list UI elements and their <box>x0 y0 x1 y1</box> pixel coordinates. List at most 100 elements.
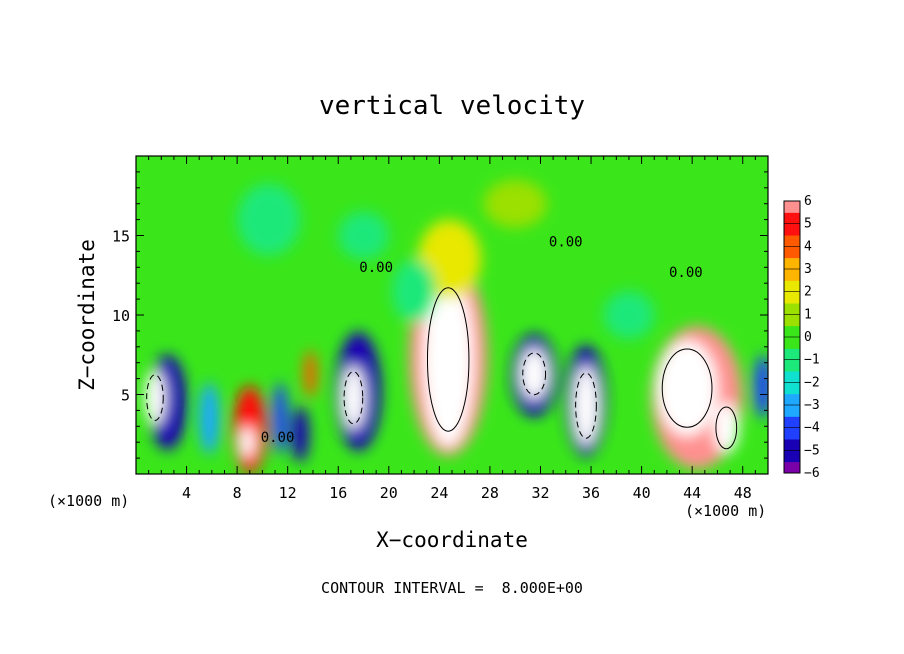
contour-line-19 <box>715 406 738 450</box>
contour-labels: 0.00 0.00 0.00 0.00 <box>261 235 703 447</box>
contour-line-16 <box>575 372 597 439</box>
colorbar-band-34 <box>784 274 800 281</box>
x-axis-label: X−coordinate <box>376 528 528 552</box>
contour-label-2: 0.00 <box>669 265 703 281</box>
y-tick-label-0: 5 <box>121 387 130 405</box>
field-cell-4 <box>239 426 255 459</box>
colorbar-tick-label-0: 6 <box>804 194 812 209</box>
x-tick-label-8: 36 <box>582 484 600 502</box>
chart-title: vertical velocity <box>319 91 585 121</box>
colorbar-band-47 <box>784 201 800 208</box>
contour-line-1 <box>146 374 164 421</box>
colorbar-tick-label-7: −1 <box>804 353 820 368</box>
x-tick-label-3: 16 <box>329 484 347 502</box>
contour-line-9 <box>343 371 364 425</box>
field-cell-11 <box>422 272 474 447</box>
colorbar-band-35 <box>784 269 800 276</box>
colorbar-band-18 <box>784 365 800 372</box>
x-tick-label-10: 44 <box>683 484 701 502</box>
contour-label-0: 0.00 <box>359 260 393 276</box>
colorbar-band-9 <box>784 416 800 423</box>
colorbar-band-37 <box>784 257 800 264</box>
colorbar-band-4 <box>784 444 800 451</box>
colorbar-tick-label-8: −2 <box>804 375 820 390</box>
field-blur-layer <box>144 179 768 474</box>
y-axis-label: Z−coordinate <box>75 239 99 391</box>
colorbar-band-0 <box>784 467 800 474</box>
colorbar-band-7 <box>784 427 800 434</box>
colorbar-band-8 <box>784 422 800 429</box>
x-axis-ticks: 4 8 12 16 20 24 28 32 36 40 44 48 <box>148 156 756 502</box>
plot-area: 0.000.000.000.00 4 8 12 16 20 24 28 32 36 40 44 48 … <box>112 155 769 502</box>
colorbar-band-43 <box>784 223 800 230</box>
x-tick-label-9: 40 <box>633 484 651 502</box>
colorbar-band-1 <box>784 461 800 468</box>
colorbar-tick-label-9: −3 <box>804 398 820 413</box>
colorbar-band-14 <box>784 388 800 395</box>
colorbar-tick-label-2: 4 <box>804 239 812 254</box>
field-cell-5 <box>272 382 288 455</box>
colorbar-band-28 <box>784 308 800 315</box>
field-cell-21 <box>391 259 437 323</box>
x-tick-label-2: 12 <box>279 484 297 502</box>
colorbar-band-3 <box>784 450 800 457</box>
contour-interval-footer: CONTOUR INTERVAL = 8.000E+00 <box>321 579 583 597</box>
colorbar-band-15 <box>784 382 800 389</box>
colorbar-band-45 <box>784 212 800 219</box>
colorbar-band-6 <box>784 433 800 440</box>
colorbar-tick-label-6: 0 <box>804 330 812 345</box>
colorbar-band-11 <box>784 405 800 412</box>
colorbar-band-19 <box>784 359 800 366</box>
colorbar-band-20 <box>784 354 800 361</box>
field-cell-25 <box>603 291 655 339</box>
colorbar-band-26 <box>784 320 800 327</box>
contour-label-1: 0.00 <box>549 235 583 251</box>
colorbar: 6 5 4 3 2 1 0 −1 −2 −3 −4 −5 −6 <box>783 194 820 481</box>
velocity-field <box>144 179 768 474</box>
colorbar-tick-label-3: 3 <box>804 262 812 277</box>
colorbar-band-10 <box>784 410 800 417</box>
colorbar-ticks: 6 5 4 3 2 1 0 −1 −2 −3 −4 −5 −6 <box>784 194 820 481</box>
field-cell-23 <box>338 211 389 260</box>
colorbar-band-24 <box>784 331 800 338</box>
x-tick-label-7: 32 <box>531 484 549 502</box>
x-tick-label-5: 24 <box>430 484 448 502</box>
y-axis-ticks: 5 10 15 <box>112 171 768 459</box>
colorbar-band-29 <box>784 303 800 310</box>
field-cell-7 <box>304 349 317 398</box>
colorbar-band-33 <box>784 280 800 287</box>
colorbar-band-22 <box>784 342 800 349</box>
colorbar-band-5 <box>784 439 800 446</box>
colorbar-tick-label-11: −5 <box>804 443 820 458</box>
colorbar-band-23 <box>784 337 800 344</box>
colorbar-band-16 <box>784 376 800 383</box>
colorbar-band-39 <box>784 246 800 253</box>
field-cell-1 <box>144 369 166 426</box>
field-cell-2 <box>199 382 220 455</box>
field-cell-24 <box>483 179 547 228</box>
field-cell-16 <box>573 365 599 446</box>
contour-line-11 <box>426 287 470 432</box>
colorbar-band-31 <box>784 291 800 298</box>
colorbar-band-12 <box>784 399 800 406</box>
colorbar-bands <box>784 201 800 474</box>
colorbar-band-41 <box>784 235 800 242</box>
field-cell-19 <box>713 402 739 454</box>
field-cell-6 <box>291 406 310 463</box>
x-tick-label-0: 4 <box>182 484 191 502</box>
colorbar-tick-label-12: −6 <box>804 466 820 481</box>
colorbar-band-32 <box>784 286 800 293</box>
x-tick-label-1: 8 <box>233 484 242 502</box>
colorbar-tick-label-1: 5 <box>804 217 812 232</box>
contour-line-14 <box>522 352 547 396</box>
x-tick-label-11: 48 <box>734 484 752 502</box>
colorbar-band-30 <box>784 297 800 304</box>
x-tick-label-6: 28 <box>481 484 499 502</box>
x-axis-unit-left: (×1000 m) <box>48 492 129 510</box>
field-cell-9 <box>342 365 365 430</box>
contour-label-3: 0.00 <box>261 430 295 446</box>
colorbar-tick-label-4: 2 <box>804 285 812 300</box>
colorbar-band-36 <box>784 263 800 270</box>
field-cell-22 <box>237 183 301 256</box>
field-cell-18 <box>656 340 718 436</box>
